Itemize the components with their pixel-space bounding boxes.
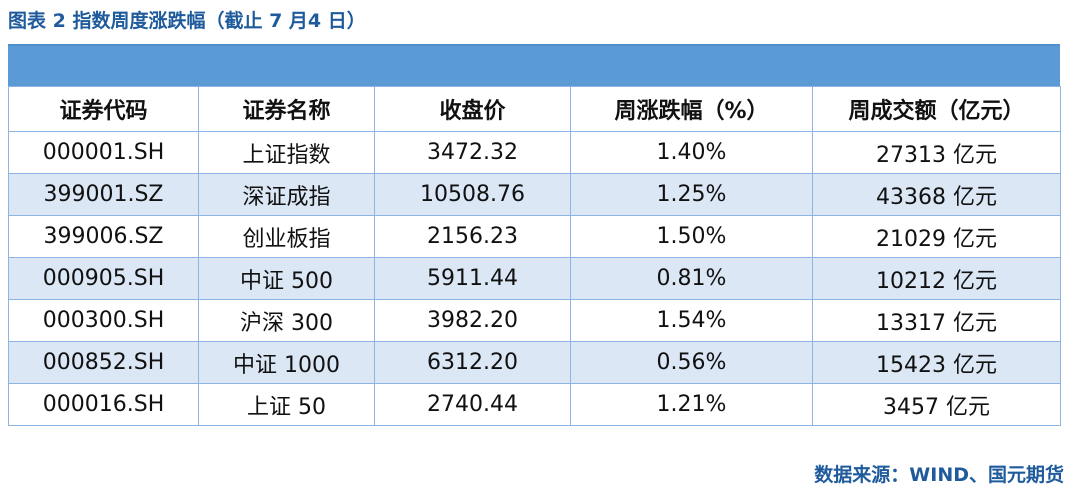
table-row: 000905.SH 中证 500 5911.44 0.81% 10212 亿元 (8, 257, 1061, 300)
source-note: 数据来源：WIND、国元期货 (814, 464, 1064, 486)
table-row: 000001.SH 上证指数 3472.32 1.40% 27313 亿元 (8, 131, 1061, 174)
figure-title: 图表 2 指数周度涨跌幅（截止 7 月4 日） (8, 10, 366, 32)
cell-turnover: 27313 亿元 (812, 131, 1061, 174)
cell-turnover: 3457 亿元 (812, 383, 1061, 426)
header-security-code: 证券代码 (8, 86, 199, 132)
cell-name: 创业板指 (198, 215, 375, 258)
cell-turnover: 15423 亿元 (812, 341, 1061, 384)
cell-code: 399006.SZ (8, 215, 199, 258)
cell-code: 000300.SH (8, 299, 199, 342)
cell-change: 0.56% (570, 341, 813, 384)
cell-change: 0.81% (570, 257, 813, 300)
header-weekly-turnover: 周成交额（亿元） (812, 86, 1061, 132)
cell-change: 1.50% (570, 215, 813, 258)
cell-close: 3982.20 (374, 299, 571, 342)
cell-change: 1.40% (570, 131, 813, 174)
cell-close: 10508.76 (374, 173, 571, 216)
table-header-band (8, 46, 1060, 86)
cell-code: 000852.SH (8, 341, 199, 384)
cell-close: 6312.20 (374, 341, 571, 384)
cell-close: 2740.44 (374, 383, 571, 426)
cell-code: 000016.SH (8, 383, 199, 426)
cell-change: 1.54% (570, 299, 813, 342)
cell-change: 1.25% (570, 173, 813, 216)
cell-code: 000905.SH (8, 257, 199, 300)
cell-close: 2156.23 (374, 215, 571, 258)
cell-name: 上证 50 (198, 383, 375, 426)
header-security-name: 证券名称 (198, 86, 375, 132)
table-row: 399006.SZ 创业板指 2156.23 1.50% 21029 亿元 (8, 215, 1061, 258)
cell-name: 中证 500 (198, 257, 375, 300)
cell-turnover: 10212 亿元 (812, 257, 1061, 300)
table-row: 000300.SH 沪深 300 3982.20 1.54% 13317 亿元 (8, 299, 1061, 342)
cell-code: 399001.SZ (8, 173, 199, 216)
cell-name: 深证成指 (198, 173, 375, 216)
cell-close: 3472.32 (374, 131, 571, 174)
cell-close: 5911.44 (374, 257, 571, 300)
cell-turnover: 13317 亿元 (812, 299, 1061, 342)
cell-code: 000001.SH (8, 131, 199, 174)
header-weekly-change: 周涨跌幅（%） (570, 86, 813, 132)
index-table: 证券代码 证券名称 收盘价 周涨跌幅（%） 周成交额（亿元） 000001.SH… (8, 86, 1061, 426)
cell-change: 1.21% (570, 383, 813, 426)
table-header-row: 证券代码 证券名称 收盘价 周涨跌幅（%） 周成交额（亿元） (8, 86, 1061, 132)
cell-turnover: 21029 亿元 (812, 215, 1061, 258)
cell-name: 沪深 300 (198, 299, 375, 342)
title-rule (8, 44, 1060, 46)
cell-name: 上证指数 (198, 131, 375, 174)
cell-turnover: 43368 亿元 (812, 173, 1061, 216)
table-row: 000016.SH 上证 50 2740.44 1.21% 3457 亿元 (8, 383, 1061, 426)
table-row: 000852.SH 中证 1000 6312.20 0.56% 15423 亿元 (8, 341, 1061, 384)
table-row: 399001.SZ 深证成指 10508.76 1.25% 43368 亿元 (8, 173, 1061, 216)
header-close-price: 收盘价 (374, 86, 571, 132)
cell-name: 中证 1000 (198, 341, 375, 384)
